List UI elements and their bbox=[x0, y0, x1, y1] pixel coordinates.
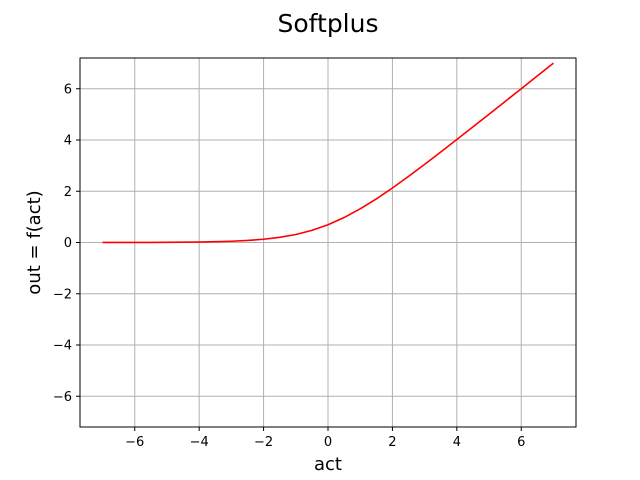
y-tick-label: 4 bbox=[64, 134, 72, 149]
chart-title: Softplus bbox=[277, 9, 378, 38]
x-tick-label: 6 bbox=[517, 435, 525, 450]
y-tick-label: −4 bbox=[53, 339, 72, 354]
y-tick-label: 0 bbox=[64, 236, 72, 251]
x-tick-label: −4 bbox=[190, 435, 209, 450]
softplus-line bbox=[102, 62, 554, 244]
y-tick-label: 6 bbox=[64, 82, 72, 97]
x-tick-label: 2 bbox=[388, 435, 396, 450]
y-tick-label: 2 bbox=[64, 185, 72, 200]
series-layer bbox=[102, 62, 554, 244]
x-tick-label: −6 bbox=[125, 435, 144, 450]
x-tick-label: 0 bbox=[324, 435, 332, 450]
y-tick-label: −2 bbox=[53, 287, 72, 302]
y-tick-label: −6 bbox=[53, 390, 72, 405]
y-axis-label: out = f(act) bbox=[24, 190, 45, 294]
x-tick-label: −2 bbox=[254, 435, 273, 450]
x-tick-label: 4 bbox=[453, 435, 461, 450]
x-axis-label: act bbox=[314, 454, 342, 475]
ticks: −6 −4 −2 0 2 4 6 −6 −4 −2 0 2 4 6 bbox=[53, 82, 526, 450]
